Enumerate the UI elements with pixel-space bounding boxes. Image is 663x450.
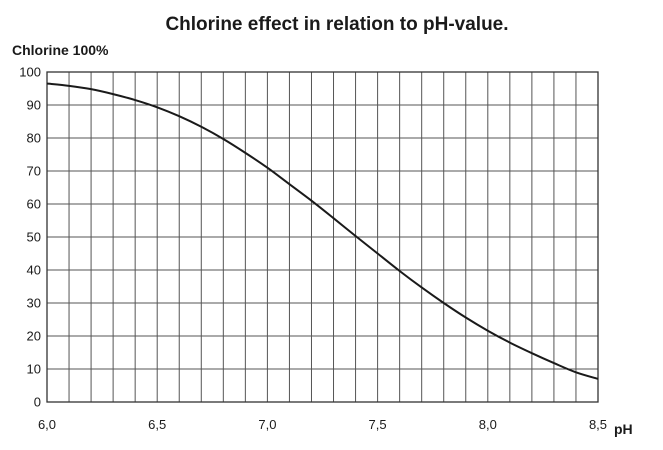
y-axis-label: Chlorine 100% [12, 42, 109, 58]
x-tick-label: 8,0 [479, 417, 497, 432]
plot-border [46, 71, 599, 403]
y-tick-label: 100 [19, 65, 41, 80]
y-tick-label: 70 [27, 164, 41, 179]
grid [47, 72, 598, 402]
y-tick-label: 60 [27, 197, 41, 212]
x-axis-label: pH [614, 421, 633, 437]
y-tick-label: 80 [27, 131, 41, 146]
x-tick-label: 6,5 [148, 417, 166, 432]
y-tick-label: 10 [27, 362, 41, 377]
chart-title: Chlorine effect in relation to pH-value. [165, 14, 508, 35]
y-tick-label: 20 [27, 329, 41, 344]
y-tick-label: 50 [27, 230, 41, 245]
y-tick-label: 90 [27, 98, 41, 113]
y-tick-label: 0 [34, 395, 41, 410]
x-tick-label: 7,0 [258, 417, 276, 432]
chlorine-effect-curve [46, 82, 599, 380]
series [46, 82, 599, 380]
x-tick-label: 8,5 [589, 417, 607, 432]
y-tick-labels: 0 10 20 30 40 50 60 70 80 90 100 [19, 65, 41, 410]
y-tick-label: 40 [27, 263, 41, 278]
y-tick-label: 30 [27, 296, 41, 311]
plot-frame [46, 71, 599, 403]
x-tick-labels: 6,0 6,5 7,0 7,5 8,0 8,5 [38, 417, 607, 432]
x-tick-label: 6,0 [38, 417, 56, 432]
x-tick-label: 7,5 [369, 417, 387, 432]
